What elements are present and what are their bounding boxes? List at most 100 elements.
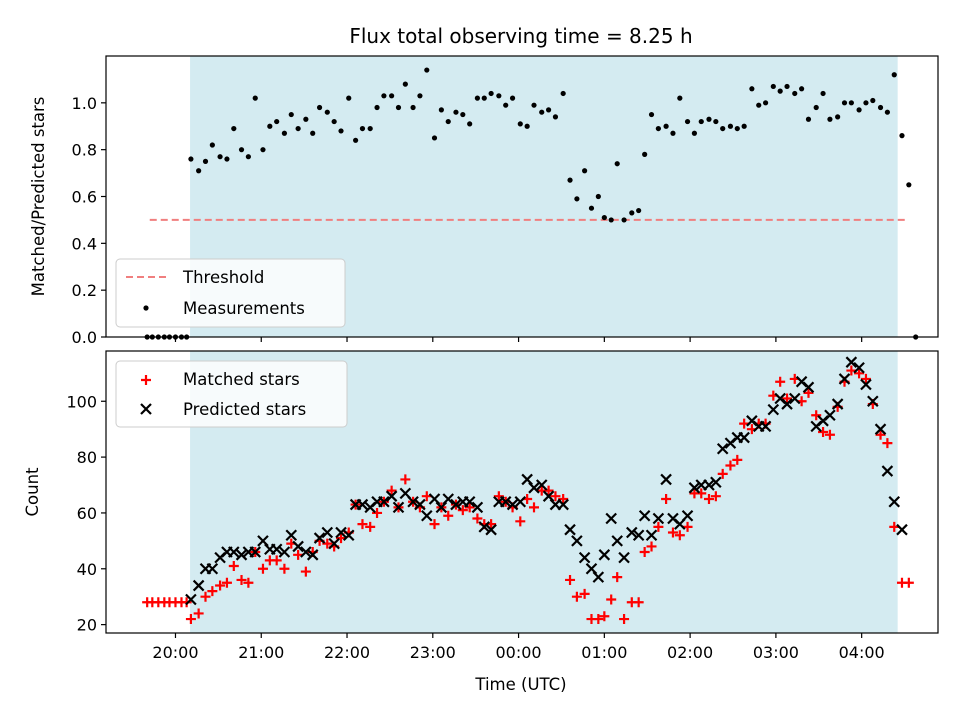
measurement-point <box>367 125 373 132</box>
measurement-point <box>545 107 552 113</box>
measurement-point <box>209 142 215 148</box>
predicted-star-point <box>838 373 851 385</box>
matched-star-point <box>846 365 857 376</box>
predicted-star-point <box>578 551 591 564</box>
y-tick-label: 100 <box>66 392 97 411</box>
matched-star-point <box>633 597 644 608</box>
y-tick-label: 80 <box>77 448 97 467</box>
measurement-point <box>431 135 438 141</box>
measurement-point <box>260 147 266 153</box>
measurement-point <box>224 156 230 162</box>
predicted-star-point <box>228 546 240 558</box>
predicted-star-point <box>463 495 476 508</box>
measurement-point <box>614 161 620 167</box>
measurement-point <box>835 114 841 120</box>
measurement-point <box>642 151 648 157</box>
predicted-star-point <box>896 523 908 536</box>
predicted-star-point <box>306 549 319 561</box>
measurement-point <box>389 93 395 99</box>
legend-box <box>115 360 348 428</box>
matched-star-point <box>293 549 304 560</box>
predicted-star-point <box>206 563 219 575</box>
predicted-star-point <box>392 501 405 514</box>
matched-star-point <box>875 429 886 440</box>
measurement-point <box>295 125 301 132</box>
measurement-point <box>231 125 237 132</box>
matched-star-point <box>550 491 561 502</box>
y-tick-label: 0.0 <box>72 328 97 347</box>
matched-star-point <box>682 521 693 532</box>
matched-star-point <box>639 547 650 558</box>
x-tick-label: 00:00 <box>496 643 542 662</box>
measurement-point <box>841 100 848 106</box>
measurement-point <box>374 104 380 111</box>
matched-star-point <box>365 521 376 532</box>
measurement-point <box>877 104 884 111</box>
legend-measurement-label: Measurements <box>183 299 305 318</box>
matched-star-point <box>739 418 750 429</box>
matched-star-point <box>443 510 454 521</box>
x-tick-label: 20:00 <box>152 643 198 662</box>
matched-star-point <box>457 505 468 516</box>
measurement-point <box>288 111 294 118</box>
matched-star-point <box>579 588 590 599</box>
matched-star-point <box>593 614 604 625</box>
matched-star-point <box>646 541 657 552</box>
predicted-star-point <box>300 546 312 558</box>
predicted-star-point <box>471 501 484 514</box>
predicted-star-point <box>845 356 858 368</box>
matched-star-point <box>889 521 900 532</box>
measurement-point <box>552 114 559 120</box>
predicted-star-point <box>342 529 355 542</box>
matched-star-point <box>599 611 610 622</box>
measurement-point <box>734 125 740 132</box>
matched-star-point <box>185 614 196 625</box>
measurement-point <box>488 90 494 97</box>
predicted-star-point <box>618 551 630 564</box>
predicted-star-point <box>328 537 340 550</box>
matched-star-point <box>300 566 311 577</box>
legend-threshold-label: Threshold <box>182 268 264 287</box>
x-tick-label: 02:00 <box>667 643 713 662</box>
measurement-point <box>856 107 862 113</box>
matched-star-point <box>279 563 290 574</box>
predicted-star-point <box>356 498 369 511</box>
matched-star-point <box>725 460 736 471</box>
y-tick-label: 0.2 <box>72 281 97 300</box>
matched-star-point <box>236 574 247 585</box>
predicted-star-point <box>888 495 901 508</box>
y-tick-label: 0.4 <box>72 234 97 253</box>
matched-star-point <box>782 393 793 404</box>
predicted-star-point <box>738 431 750 444</box>
matched-star-point <box>493 491 504 502</box>
predicted-star-point <box>716 442 729 455</box>
predicted-star-point <box>313 532 326 544</box>
matched-star-point <box>674 530 685 541</box>
predicted-star-point <box>788 392 801 405</box>
measurement-point <box>870 97 876 104</box>
measurement-point <box>467 121 473 127</box>
matched-star-point <box>571 591 582 602</box>
measurement-point <box>453 109 459 115</box>
y-tick-label: 20 <box>77 616 97 635</box>
measurement-point <box>517 121 523 127</box>
measurement-point <box>460 111 466 118</box>
y-axis-label: Matched/Predicted stars <box>29 97 48 297</box>
matched-star-point <box>824 429 835 440</box>
matched-star-point <box>228 560 239 571</box>
matched-star-point <box>271 555 282 566</box>
y-tick-label: 1.0 <box>72 94 97 113</box>
predicted-star-point <box>592 571 605 583</box>
measurement-point <box>891 72 897 78</box>
measurement-point <box>582 168 588 174</box>
predicted-star-point <box>192 579 205 592</box>
matched-star-point <box>811 410 822 421</box>
measurement-point <box>784 83 790 90</box>
matched-star-point <box>429 519 440 530</box>
measurement-point <box>863 100 869 106</box>
measurement-point <box>749 86 755 92</box>
predicted-star-point <box>528 482 540 494</box>
measurement-point <box>567 177 573 183</box>
legend-plus-icon <box>141 375 151 385</box>
predicted-star-point <box>802 381 815 394</box>
